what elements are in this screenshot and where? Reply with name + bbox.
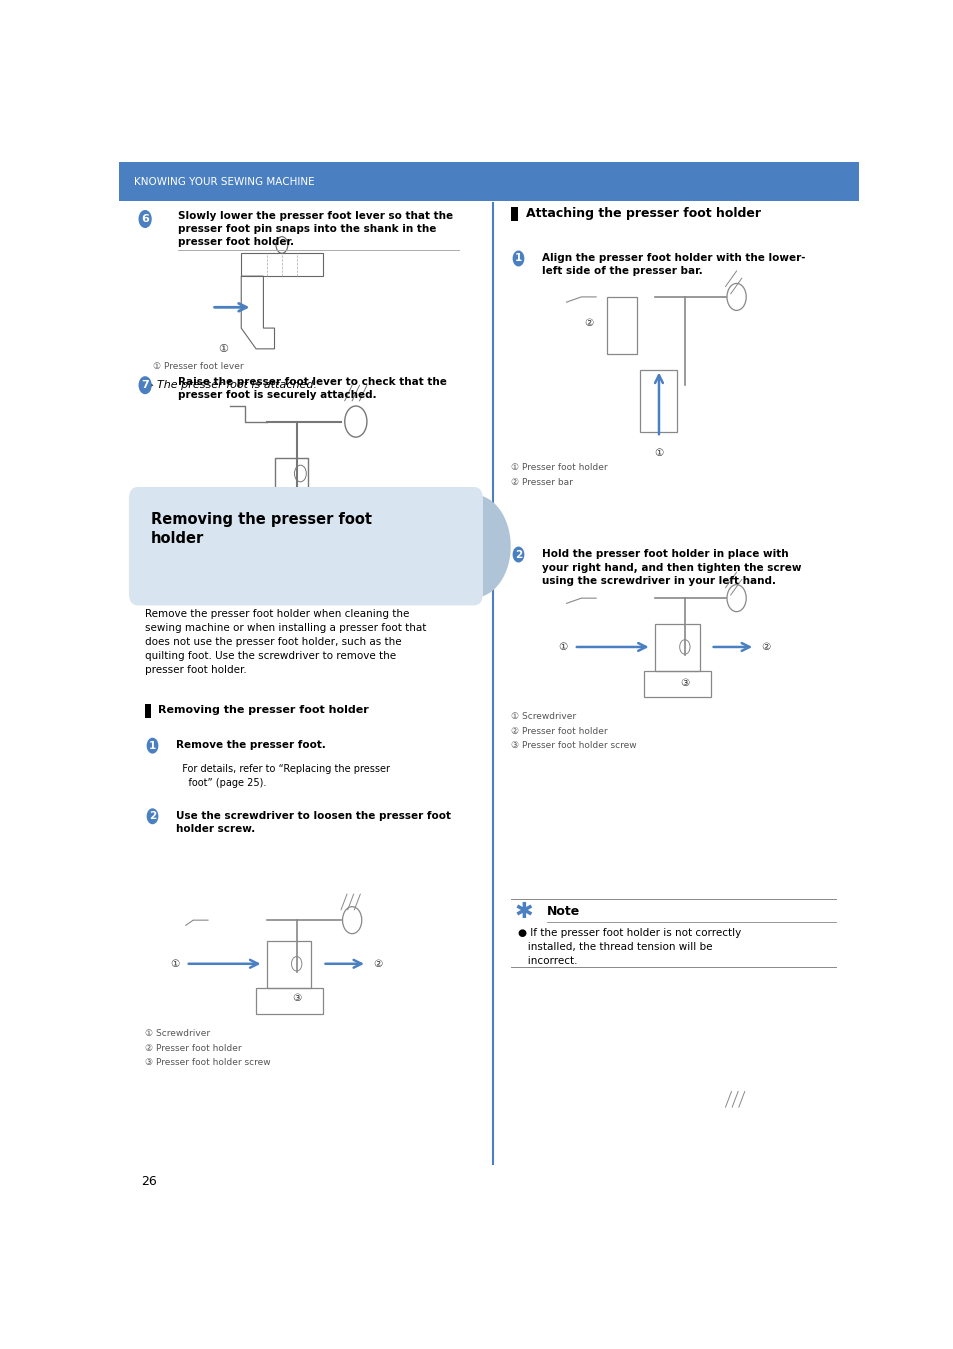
Bar [655,625,699,670]
Text: ②: ② [583,318,593,328]
Text: ● If the presser foot holder is not correctly
   installed, the thread tension w: ● If the presser foot holder is not corr… [518,928,741,966]
Text: ③ Presser foot holder screw: ③ Presser foot holder screw [145,1059,271,1067]
Circle shape [147,738,157,753]
Text: 7: 7 [141,380,149,390]
Text: Remove the presser foot holder when cleaning the
sewing machine or when installi: Remove the presser foot holder when clea… [145,608,426,674]
Text: Align the presser foot holder with the lower-
left side of the presser bar.: Align the presser foot holder with the l… [541,254,805,277]
Text: KNOWING YOUR SEWING MACHINE: KNOWING YOUR SEWING MACHINE [133,177,314,186]
Text: ② Presser foot holder: ② Presser foot holder [511,727,607,737]
Circle shape [147,809,157,823]
Bar [145,704,151,718]
Text: 6: 6 [141,214,149,224]
Text: ① Presser foot lever: ① Presser foot lever [152,363,243,371]
Text: ①: ① [217,344,228,353]
Text: ✱: ✱ [515,902,533,921]
Text: Raise the presser foot lever to check that the
presser foot is securely attached: Raise the presser foot lever to check th… [178,376,447,401]
Bar [274,457,308,499]
Text: ① Screwdriver: ① Screwdriver [511,712,576,722]
FancyBboxPatch shape [119,162,858,201]
Text: 2: 2 [149,811,156,822]
Text: ▶ The presser foot is attached.: ▶ The presser foot is attached. [145,380,316,390]
Circle shape [139,210,151,228]
Text: For details, refer to “Replacing the presser
    foot” (page 25).: For details, refer to “Replacing the pre… [176,765,390,788]
Text: Hold the presser foot holder in place with
your right hand, and then tighten the: Hold the presser foot holder in place wi… [541,549,801,585]
Text: ①: ① [558,642,567,652]
Bar [255,987,322,1013]
FancyBboxPatch shape [129,487,482,606]
Text: ③: ③ [679,679,689,688]
Bar [643,670,710,697]
Polygon shape [474,495,510,598]
Circle shape [139,376,151,394]
Text: 26: 26 [141,1175,157,1188]
Text: ②: ② [760,642,770,652]
Text: Remove the presser foot.: Remove the presser foot. [176,741,326,750]
Bar [259,499,322,526]
Text: Removing the presser foot
holder: Removing the presser foot holder [151,511,372,546]
Text: ①: ① [170,959,179,969]
Text: ①: ① [654,448,663,457]
Text: ① Presser foot holder: ① Presser foot holder [511,463,607,472]
Bar [639,370,677,432]
Bar [241,254,322,277]
Circle shape [513,548,523,561]
Text: ②: ② [373,959,382,969]
Text: ③ Presser foot holder screw: ③ Presser foot holder screw [511,742,636,750]
Text: Note: Note [546,905,579,919]
Text: 2: 2 [515,549,521,560]
Text: Attaching the presser foot holder: Attaching the presser foot holder [525,208,760,220]
Circle shape [513,251,523,266]
Bar [511,206,517,221]
Bar [606,297,637,353]
Text: ③: ③ [292,993,301,1004]
Text: ② Presser foot holder: ② Presser foot holder [145,1044,241,1052]
Text: ② Presser bar: ② Presser bar [511,478,573,487]
Text: 1: 1 [515,254,521,263]
Text: ① Screwdriver: ① Screwdriver [145,1029,210,1039]
Text: Use the screwdriver to loosen the presser foot
holder screw.: Use the screwdriver to loosen the presse… [176,811,451,834]
Text: Removing the presser foot holder: Removing the presser foot holder [158,706,369,715]
Text: Slowly lower the presser foot lever so that the
presser foot pin snaps into the : Slowly lower the presser foot lever so t… [178,210,453,247]
Bar [267,942,311,987]
Text: 1: 1 [149,741,156,750]
